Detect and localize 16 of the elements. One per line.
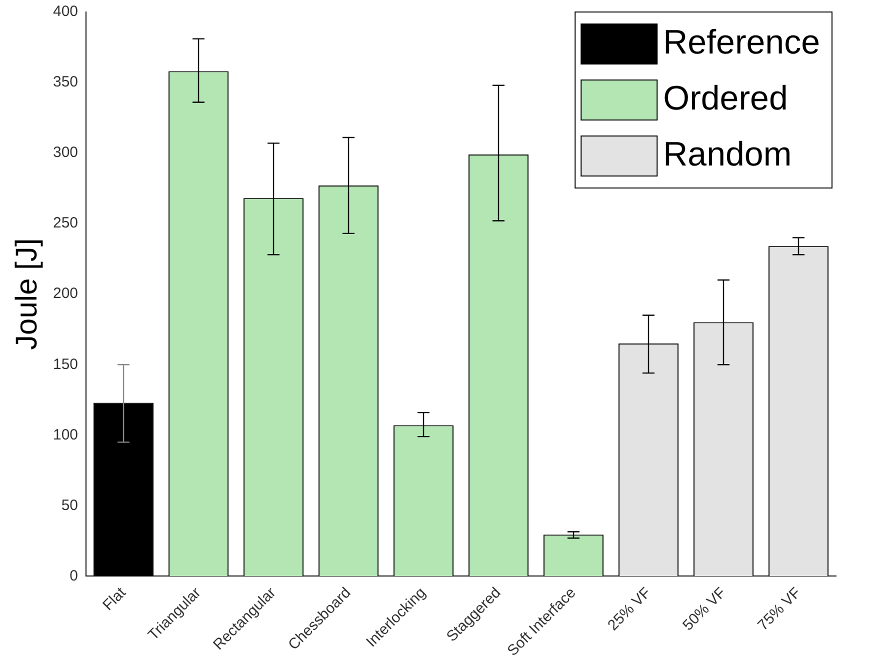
y-tick-label: 400: [52, 3, 78, 20]
y-tick-label: 300: [52, 144, 78, 162]
legend-label: Reference: [663, 23, 820, 62]
y-tick-label: 100: [52, 426, 78, 444]
x-tick-label: Flat: [100, 584, 130, 614]
y-tick-label: 0: [70, 567, 78, 584]
y-tick-label: 350: [52, 74, 78, 91]
y-tick-label: 50: [61, 496, 78, 514]
y-tick-label: 150: [52, 356, 78, 373]
legend-label: Random: [663, 135, 792, 174]
x-tick-label: 50% VF: [680, 584, 730, 634]
y-axis-title: Joule [J]: [10, 238, 44, 350]
y-tick-label: 250: [52, 214, 78, 232]
y-tick-label: 200: [52, 285, 78, 302]
legend-label: Ordered: [663, 79, 788, 118]
x-tick-label: 75% VF: [754, 584, 804, 634]
